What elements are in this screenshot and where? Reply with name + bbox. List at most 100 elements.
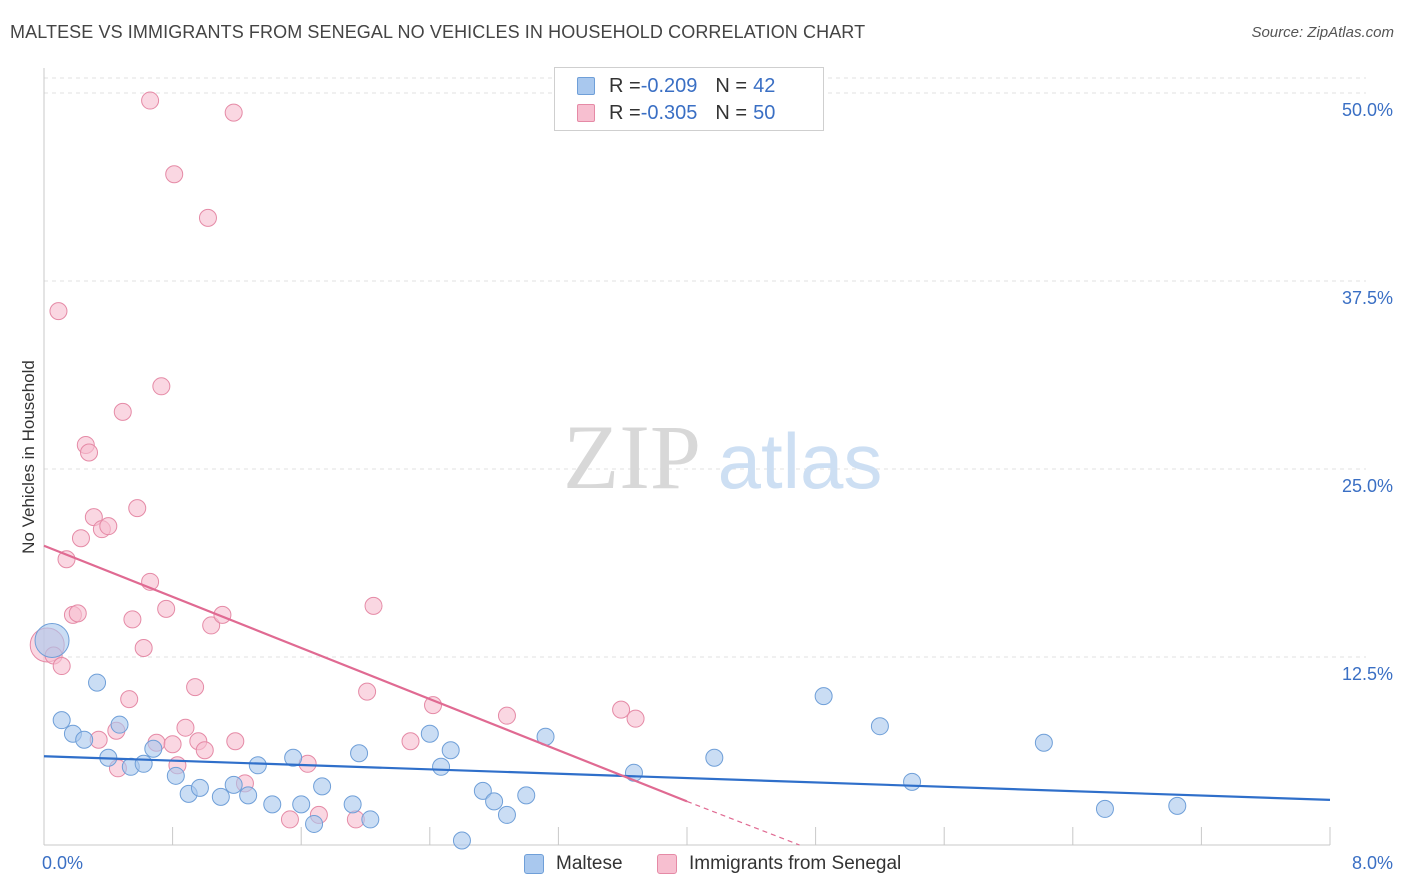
legend-n-label: N = — [715, 101, 748, 124]
source-label: Source: ZipAtlas.com — [1251, 24, 1394, 41]
legend-row-maltese: R = -0.209 N = 42 — [577, 73, 775, 99]
senegal-point — [424, 696, 443, 715]
senegal-point — [141, 91, 160, 110]
legend-n-value: 42 — [753, 74, 776, 97]
legend-n-value: 50 — [753, 101, 776, 124]
x-tick-label: 8.0% — [1352, 853, 1393, 873]
y-tick-label: 50.0% — [1342, 100, 1393, 120]
maltese-point — [224, 775, 243, 794]
senegal-point — [123, 610, 142, 629]
senegal-point — [364, 596, 383, 615]
senegal-trend-line — [43, 544, 688, 803]
bottom-legend-label-maltese: Maltese — [556, 853, 623, 874]
bottom-legend-senegal: Immigrants from Senegal — [657, 852, 901, 876]
maltese-point — [473, 781, 492, 800]
y-tick-label: 37.5% — [1342, 288, 1393, 308]
legend-r-label: R = — [609, 74, 641, 97]
y-axis-label: No Vehicles in Household — [19, 360, 38, 554]
x-tick-label: 0.0% — [42, 853, 83, 873]
maltese-point — [134, 754, 153, 773]
senegal-point — [128, 499, 147, 518]
watermark: ZIP atlas — [563, 406, 882, 508]
y-tick-label: 25.0% — [1342, 476, 1393, 496]
senegal-point — [68, 604, 87, 623]
senegal-point — [176, 718, 195, 737]
senegal-point — [626, 709, 645, 728]
maltese-point — [343, 795, 362, 814]
legend-r-value: -0.209 — [640, 74, 698, 97]
watermark-zip: ZIP — [563, 406, 701, 508]
bottom-legend-maltese: Maltese — [524, 852, 623, 876]
bottom-legend-swatch-senegal — [657, 854, 677, 874]
maltese-point — [870, 717, 889, 736]
maltese-point — [305, 814, 324, 833]
y-tick-label: 12.5% — [1342, 664, 1393, 684]
bottom-legend-swatch-maltese — [524, 854, 544, 874]
axes — [43, 68, 1331, 846]
senegal-point — [401, 732, 420, 751]
senegal-point — [198, 208, 217, 227]
watermark-atlas: atlas — [718, 417, 883, 505]
legend-swatch-senegal — [577, 104, 595, 122]
senegal-point — [80, 443, 99, 462]
tick-labels: 12.5% 25.0% 37.5% 50.0% 0.0% 8.0% — [42, 100, 1393, 873]
legend-n-label: N = — [715, 74, 748, 97]
maltese-point — [144, 739, 163, 758]
maltese-point — [1095, 799, 1114, 818]
maltese-point — [485, 792, 504, 811]
maltese-point — [34, 622, 70, 658]
maltese-point — [350, 744, 369, 763]
maltese-point — [292, 795, 311, 814]
senegal-point — [224, 103, 243, 122]
senegal-point — [612, 700, 631, 719]
senegal-point — [226, 732, 245, 751]
senegal-point — [52, 657, 71, 676]
maltese-point — [814, 687, 833, 706]
maltese-point — [88, 673, 107, 692]
maltese-point — [1168, 796, 1187, 815]
maltese-point — [248, 756, 267, 775]
bottom-legend-label-senegal: Immigrants from Senegal — [689, 853, 902, 874]
correlation-legend: R = -0.209 N = 42 R = -0.305 N = 50 — [554, 67, 824, 131]
maltese-point — [263, 795, 282, 814]
senegal-point — [113, 402, 132, 421]
senegal-point — [165, 165, 184, 184]
senegal-point — [99, 517, 118, 536]
maltese-point — [284, 748, 303, 767]
senegal-point — [358, 682, 377, 701]
maltese-point — [441, 741, 460, 760]
senegal-point — [163, 735, 182, 754]
grid-lines — [44, 77, 1366, 658]
maltese-point — [903, 772, 922, 791]
senegal-point — [186, 678, 205, 697]
maltese-trend-line — [43, 755, 1331, 801]
senegal-point — [152, 377, 171, 396]
maltese-point — [497, 805, 516, 824]
legend-swatch-maltese — [577, 77, 595, 95]
senegal-point — [71, 529, 90, 548]
senegal-trend-extension — [686, 800, 800, 846]
legend-r-value: -0.305 — [640, 101, 698, 124]
maltese-point — [361, 810, 380, 829]
maltese-point — [52, 711, 71, 730]
maltese-point — [517, 786, 536, 805]
senegal-point — [57, 550, 76, 569]
senegal-point — [157, 599, 176, 618]
maltese-point — [452, 831, 471, 850]
maltese-point — [432, 757, 451, 776]
senegal-point — [195, 741, 214, 760]
maltese-point — [1034, 733, 1053, 752]
maltese-point — [75, 730, 94, 749]
senegal-point — [202, 616, 221, 635]
maltese-point — [190, 778, 209, 797]
senegal-point — [120, 690, 139, 709]
maltese-point — [313, 777, 332, 796]
maltese-point — [239, 786, 258, 805]
maltese-point — [110, 715, 129, 734]
maltese-point — [420, 724, 439, 743]
senegal-point — [134, 638, 153, 657]
senegal-point — [497, 706, 516, 725]
maltese-point — [705, 748, 724, 767]
chart-title: MALTESE VS IMMIGRANTS FROM SENEGAL NO VE… — [10, 22, 866, 42]
